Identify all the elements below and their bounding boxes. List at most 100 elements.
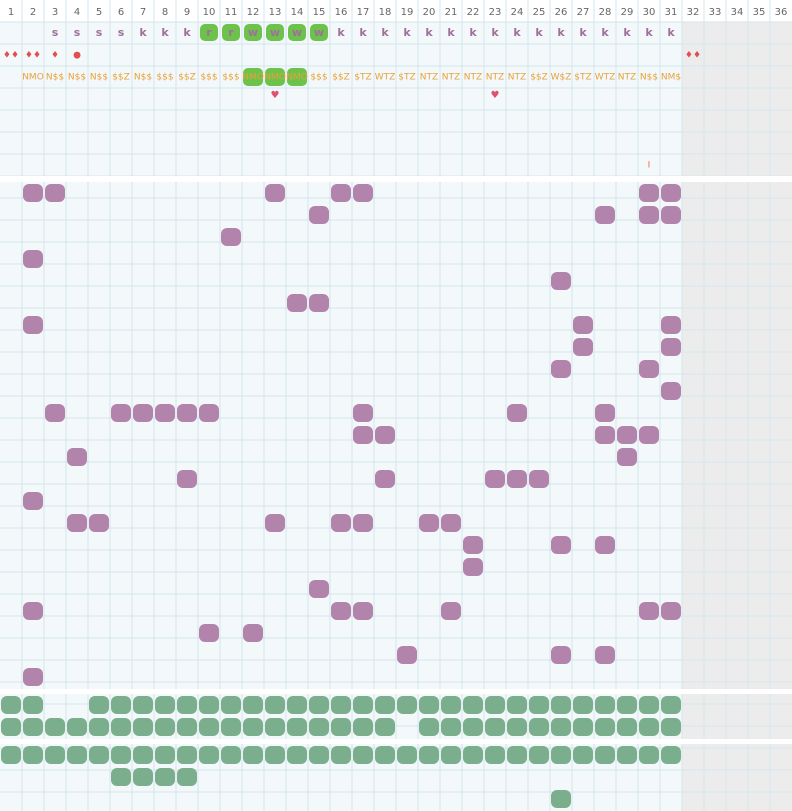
blob [617,696,637,714]
column-number: 23 [489,7,502,18]
drop-icon: ♦ [51,51,59,61]
column-number: 5 [96,7,102,18]
blob [155,768,175,786]
blob [551,272,571,290]
heart-icon: ♥ [271,90,280,101]
marker: I [648,161,651,171]
status-badge [266,24,284,41]
column-number: 6 [118,7,124,18]
column-number: 10 [203,7,216,18]
blob [507,718,527,736]
column-number: 12 [247,7,260,18]
separator [0,176,792,182]
blob [551,646,571,664]
code: NTZ [442,73,460,83]
blob [441,746,461,764]
status-letter: w [248,26,258,39]
blob [309,206,329,224]
blob [243,718,263,736]
column-number: 17 [357,7,370,18]
code: W$Z [551,73,572,83]
blob [155,404,175,422]
blob [353,404,373,422]
blob [45,184,65,202]
blob [485,718,505,736]
blob [287,746,307,764]
blob [661,382,681,400]
code: $$Z [530,73,548,83]
blob [111,768,131,786]
blob [331,696,351,714]
status-letter: k [491,26,499,39]
status-letter: s [74,26,81,39]
blob [23,184,43,202]
blob [155,718,175,736]
blob [23,718,43,736]
column-number: 30 [643,7,656,18]
code: NMO [286,73,308,83]
blob [243,746,263,764]
blob [485,746,505,764]
blob [507,746,527,764]
blob [551,360,571,378]
blob [617,746,637,764]
blob [45,746,65,764]
column-number: 36 [775,7,788,18]
blob [221,718,241,736]
status-letter: r [206,26,212,39]
blob [331,514,351,532]
blob [1,696,21,714]
blob [309,746,329,764]
blob [529,718,549,736]
column-number: 21 [445,7,458,18]
blob [573,746,593,764]
blob [331,602,351,620]
code: NTZ [464,73,482,83]
blob [89,696,109,714]
drop-icon: ♦♦ [685,51,701,61]
code: NMO [22,73,44,83]
blob [507,696,527,714]
blob [243,624,263,642]
blob [595,426,615,444]
blob [397,746,417,764]
blob [419,746,439,764]
blob [133,746,153,764]
blob [265,184,285,202]
blob [485,696,505,714]
status-letter: k [161,26,169,39]
blob [353,718,373,736]
blob [375,470,395,488]
blob [331,718,351,736]
blob [551,696,571,714]
code: $$$ [156,73,173,83]
blob [221,228,241,246]
blob [661,602,681,620]
blob [463,536,483,554]
blob [397,696,417,714]
blob [309,696,329,714]
code: $TZ [354,73,371,83]
code: $TZ [574,73,591,83]
code: $$$ [200,73,217,83]
column-number: 24 [511,7,524,18]
code-badge [243,68,263,86]
blob [573,338,593,356]
column-number: 15 [313,7,326,18]
status-letter: k [535,26,543,39]
blob [1,746,21,764]
status-letter: k [425,26,433,39]
drop-icon: ♦♦ [3,51,19,61]
blob [595,404,615,422]
blob [23,602,43,620]
blob [639,718,659,736]
blob [23,746,43,764]
column-number: 33 [709,7,722,18]
code: N$$ [640,73,658,83]
blob [67,718,87,736]
blob [375,746,395,764]
blob [1,718,21,736]
column-number: 14 [291,7,304,18]
blob [661,338,681,356]
blob [639,360,659,378]
